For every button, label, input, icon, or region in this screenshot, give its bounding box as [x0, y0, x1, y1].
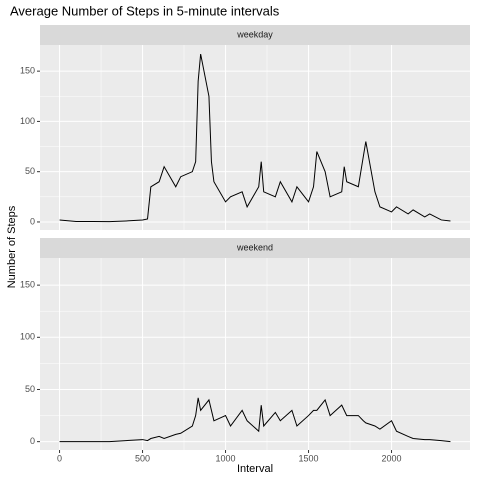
- line: [59, 397, 451, 443]
- y-tick-label: 50: [25, 166, 35, 176]
- y-axis-label: Number of Steps: [6, 205, 18, 288]
- strip-label: weekday: [236, 29, 273, 39]
- strip: [40, 238, 470, 258]
- x-tick-label: 500: [135, 453, 150, 463]
- y-tick-label: 0: [30, 216, 35, 226]
- panel-background: [40, 45, 470, 230]
- y-tick-label: 50: [25, 384, 35, 394]
- panel-background: [40, 258, 470, 450]
- y-tick-label: 150: [20, 280, 35, 290]
- chart-title: Average Number of Steps in 5-minute inte…: [10, 3, 280, 18]
- y-tick-label: 150: [20, 66, 35, 76]
- x-tick-label: 2000: [382, 453, 402, 463]
- y-tick-label: 0: [30, 436, 35, 446]
- x-axis-label: Interval: [237, 463, 273, 475]
- line: [59, 53, 451, 223]
- y-tick-label: 100: [20, 332, 35, 342]
- strip: [40, 25, 470, 45]
- x-tick-label: 0: [57, 453, 62, 463]
- strip-label: weekend: [236, 242, 273, 252]
- x-tick-label: 1500: [299, 453, 319, 463]
- x-tick-label: 1000: [216, 453, 236, 463]
- y-tick-label: 100: [20, 116, 35, 126]
